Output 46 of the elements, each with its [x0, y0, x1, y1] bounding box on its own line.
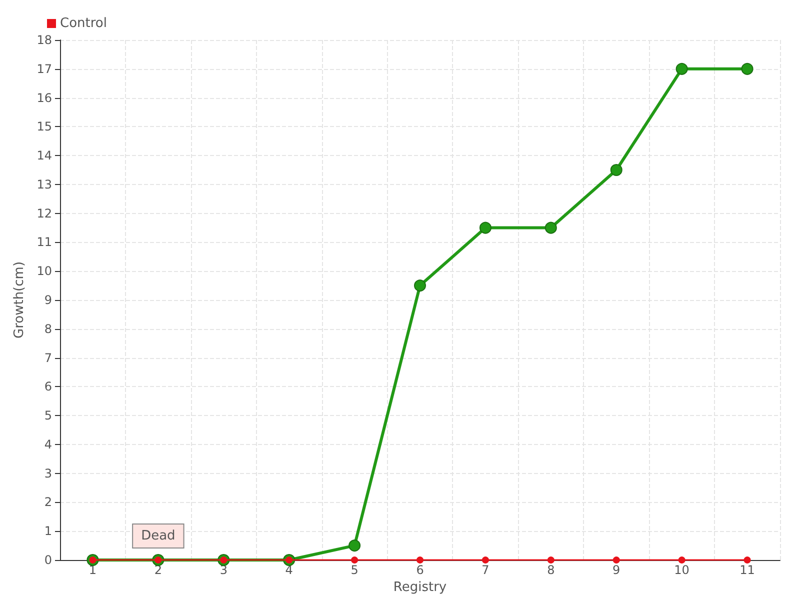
y-tick-label: 16	[36, 90, 52, 105]
point	[547, 556, 554, 564]
y-tick-label: 18	[36, 33, 52, 47]
y-tick-label: 11	[36, 235, 52, 250]
x-tick-label: 5	[350, 563, 358, 577]
y-tick-label: 1	[44, 524, 52, 538]
y-tick-label: 9	[44, 293, 52, 307]
y-tick-label: 13	[36, 177, 52, 192]
y-tick-label: 15	[36, 120, 52, 134]
y-tick-label: 17	[36, 62, 52, 76]
point	[744, 556, 751, 564]
point	[479, 222, 492, 234]
y-tick-label: 10	[36, 264, 52, 278]
x-tick-label: 4	[285, 563, 293, 577]
point	[678, 556, 686, 564]
point	[348, 540, 361, 552]
point	[610, 164, 622, 176]
point	[351, 556, 358, 564]
x-tick-label: 11	[740, 563, 755, 577]
y-tick-label: 5	[44, 408, 52, 423]
y-tick-label: 14	[36, 148, 52, 163]
x-tick-label: 9	[612, 563, 620, 577]
point	[676, 62, 688, 75]
legend-label: Control	[60, 16, 107, 31]
x-tick-label: 6	[416, 563, 424, 577]
point	[741, 62, 754, 75]
x-axis-title: Registry	[393, 580, 447, 595]
point	[544, 222, 557, 234]
y-tick-label: 2	[44, 495, 52, 510]
y-tick-label: 3	[44, 466, 52, 480]
point	[482, 556, 489, 564]
point	[414, 280, 426, 292]
y-tick-label: 6	[44, 380, 52, 394]
x-tick-label: 1	[88, 563, 97, 577]
x-tick-label: 10	[674, 563, 690, 577]
annotation: Dead	[141, 528, 176, 544]
y-tick-label: 8	[44, 322, 52, 336]
y-tick-label: 0	[44, 553, 52, 567]
y-tick-label: 7	[44, 350, 52, 365]
y-axis-title: Growth(cm)	[12, 261, 27, 339]
x-tick-label: 7	[482, 563, 490, 577]
x-tick-label: 8	[547, 563, 555, 577]
y-tick-label: 4	[44, 437, 52, 452]
point	[612, 556, 620, 564]
y-tick-label: 12	[36, 206, 52, 220]
point	[416, 556, 424, 564]
